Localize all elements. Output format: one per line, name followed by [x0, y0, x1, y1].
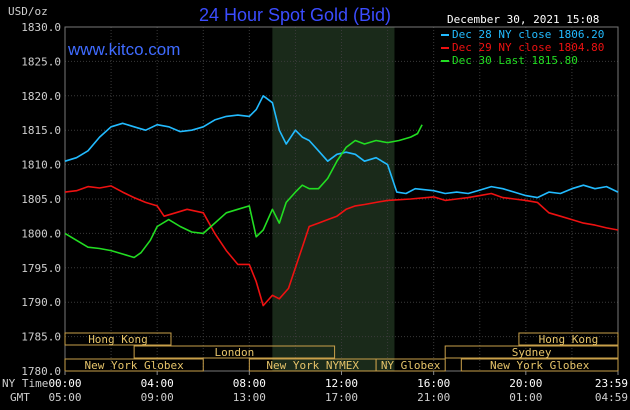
series-lines	[64, 95, 619, 307]
market-session-box	[133, 345, 336, 359]
x-tick-ny: 23:59	[595, 377, 628, 390]
market-session-box	[64, 332, 172, 346]
x-tick-ny: 08:00	[233, 377, 266, 390]
timestamp: December 30, 2021 15:08	[447, 13, 599, 26]
legend-item-dec30: Dec 30 Last 1815.80	[452, 54, 578, 67]
y-tick-label: 1810.0	[21, 159, 61, 172]
market-session-label: Sydney	[512, 346, 552, 359]
x-tick-gmt: 17:00	[325, 391, 358, 404]
market-session-label: London	[214, 346, 254, 359]
y-axis-ticks: 1780.0 1785.0 1790.0 1795.0 1800.0 1805.0 1810…	[21, 21, 61, 378]
y-tick-label: 1830.0	[21, 21, 61, 34]
x-tick-ny: 16:00	[417, 377, 450, 390]
market-session-label: Hong Kong	[88, 333, 148, 346]
y-tick-label: 1800.0	[21, 227, 61, 240]
legend: Dec 28 NY close 1806.20 Dec 29 NY close …	[441, 28, 604, 67]
ny-time-label: NY Time	[2, 377, 48, 390]
y-unit-label: USD/oz	[8, 5, 48, 18]
market-session-label: NY Globex	[381, 359, 441, 372]
x-tick-gmt: 01:00	[509, 391, 542, 404]
chart-grid	[65, 26, 618, 372]
market-session-label: Hong Kong	[539, 333, 599, 346]
y-tick-label: 1820.0	[21, 90, 61, 103]
x-tick-gmt: 21:00	[417, 391, 450, 404]
market-session-box	[444, 345, 619, 359]
legend-item-dec29: Dec 29 NY close 1804.80	[452, 41, 604, 54]
y-tick-label: 1805.0	[21, 193, 61, 206]
market-session-box	[518, 332, 619, 346]
market-session-label: New York NYMEX	[266, 359, 359, 372]
market-session-label: New York Globex	[84, 359, 184, 372]
series-line-0	[64, 95, 619, 199]
website-link[interactable]: www.kitco.com	[67, 40, 180, 59]
chart-title: 24 Hour Spot Gold (Bid)	[199, 5, 391, 25]
y-tick-label: 1825.0	[21, 55, 61, 68]
market-session-box	[64, 358, 204, 372]
y-tick-label: 1780.0	[21, 365, 61, 378]
x-tick-ny: 04:00	[141, 377, 174, 390]
y-tick-label: 1795.0	[21, 262, 61, 275]
market-session-box	[460, 358, 619, 372]
series-line-2	[64, 124, 423, 259]
x-tick-gmt: 13:00	[233, 391, 266, 404]
x-tick-ny: 20:00	[509, 377, 542, 390]
market-session-box	[375, 358, 446, 372]
market-session-label: New York Globex	[490, 359, 590, 372]
legend-item-dec28: Dec 28 NY close 1806.20	[452, 28, 604, 41]
x-tick-ny: 12:00	[325, 377, 358, 390]
y-tick-label: 1790.0	[21, 296, 61, 309]
y-tick-label: 1785.0	[21, 331, 61, 344]
series-line-1	[64, 185, 619, 307]
x-tick-gmt: 09:00	[141, 391, 174, 404]
gmt-label: GMT	[10, 391, 30, 404]
x-tick-gmt: 05:00	[48, 391, 81, 404]
x-tick-ny: 00:00	[48, 377, 81, 390]
y-tick-label: 1815.0	[21, 124, 61, 137]
x-tick-gmt: 04:59	[595, 391, 628, 404]
